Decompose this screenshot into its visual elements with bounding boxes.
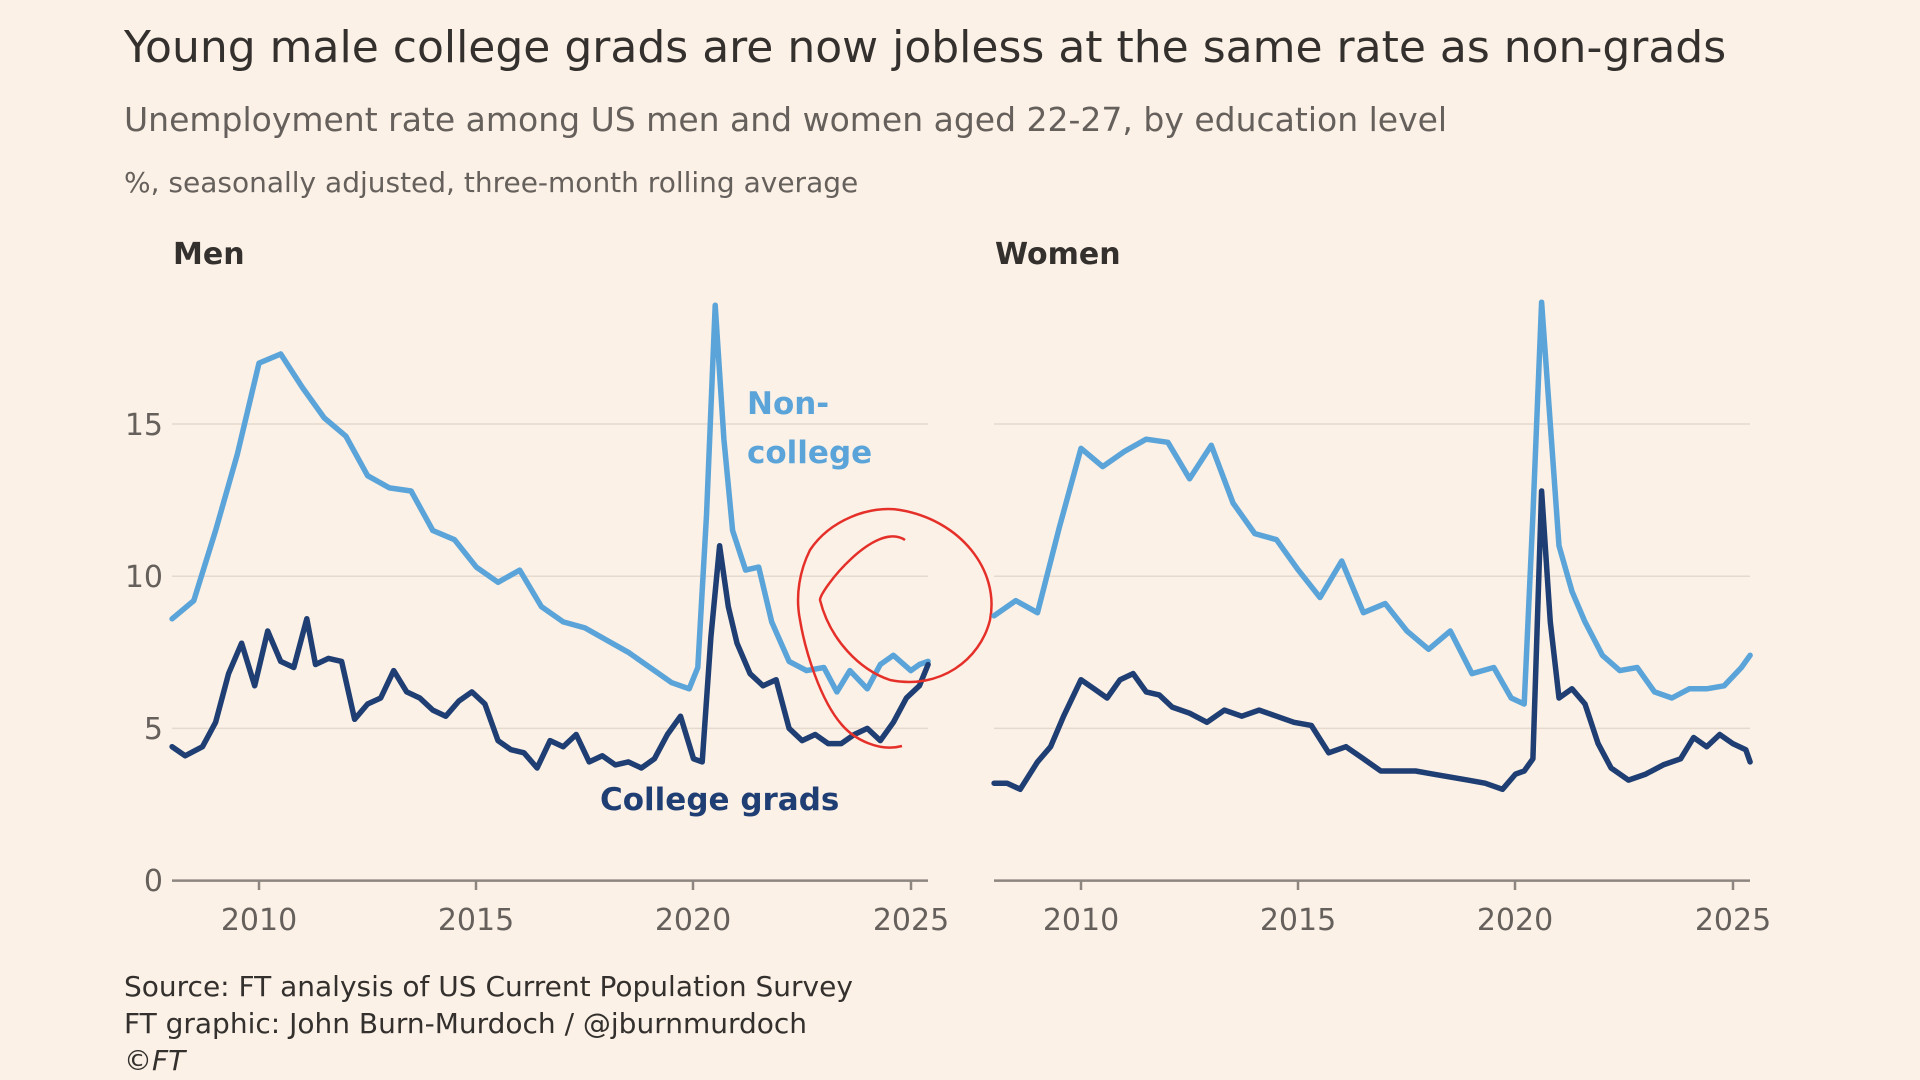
footer: Source: FT analysis of US Current Popula…	[124, 968, 853, 1079]
men-x-tick-2025: 2025	[873, 903, 949, 938]
chart-subtitle: Unemployment rate among US men and women…	[124, 100, 1448, 139]
women-college-grads-line	[991, 488, 1753, 793]
men-y-tick-15: 15	[125, 408, 163, 443]
non-college-label-line-1: Non-	[747, 386, 829, 422]
men-gridlines	[172, 423, 928, 882]
non-college-label-line-2: college	[747, 435, 872, 471]
men-college-grads-line	[169, 543, 931, 771]
men-y-tick-0: 0	[144, 864, 163, 899]
men-x-tick-2020: 2020	[655, 903, 731, 938]
non-college-series-label: Non- college	[747, 386, 872, 471]
women-x-tick-2010: 2010	[1043, 903, 1119, 938]
women-x-tick-2015: 2015	[1260, 903, 1336, 938]
women-gridlines	[994, 423, 1750, 882]
women-non-college-line	[991, 299, 1753, 707]
unit-note: %, seasonally adjusted, three-month roll…	[124, 166, 859, 199]
graphic-credit: FT graphic: John Burn-Murdoch / @jburnmu…	[124, 1007, 808, 1040]
source-note: Source: FT analysis of US Current Popula…	[124, 970, 853, 1003]
college-grads-series-label: College grads	[600, 782, 839, 818]
copyright: ©FT	[124, 1044, 186, 1077]
women-panel: Women 2010 2015 2020 2025	[991, 237, 1771, 938]
men-panel-title: Men	[173, 237, 245, 272]
men-y-tick-10: 10	[125, 560, 163, 595]
highlight-circle-annotation	[796, 507, 993, 749]
men-panel: Men 0 5 10 15 2010 2015 2020 2025 Non-	[125, 237, 993, 938]
men-x-tick-2015: 2015	[438, 903, 514, 938]
men-x-tick-2010: 2010	[221, 903, 297, 938]
men-y-tick-5: 5	[144, 712, 163, 747]
women-x-ticks: 2010 2015 2020 2025	[1043, 880, 1771, 938]
men-x-ticks: 2010 2015 2020 2025	[221, 880, 949, 938]
men-non-college-line	[169, 302, 931, 695]
women-panel-title: Women	[995, 237, 1121, 272]
women-x-tick-2020: 2020	[1477, 903, 1553, 938]
chart-title: Young male college grads are now jobless…	[124, 22, 1727, 73]
women-x-tick-2025: 2025	[1695, 903, 1771, 938]
men-y-axis: 0 5 10 15	[125, 408, 163, 899]
